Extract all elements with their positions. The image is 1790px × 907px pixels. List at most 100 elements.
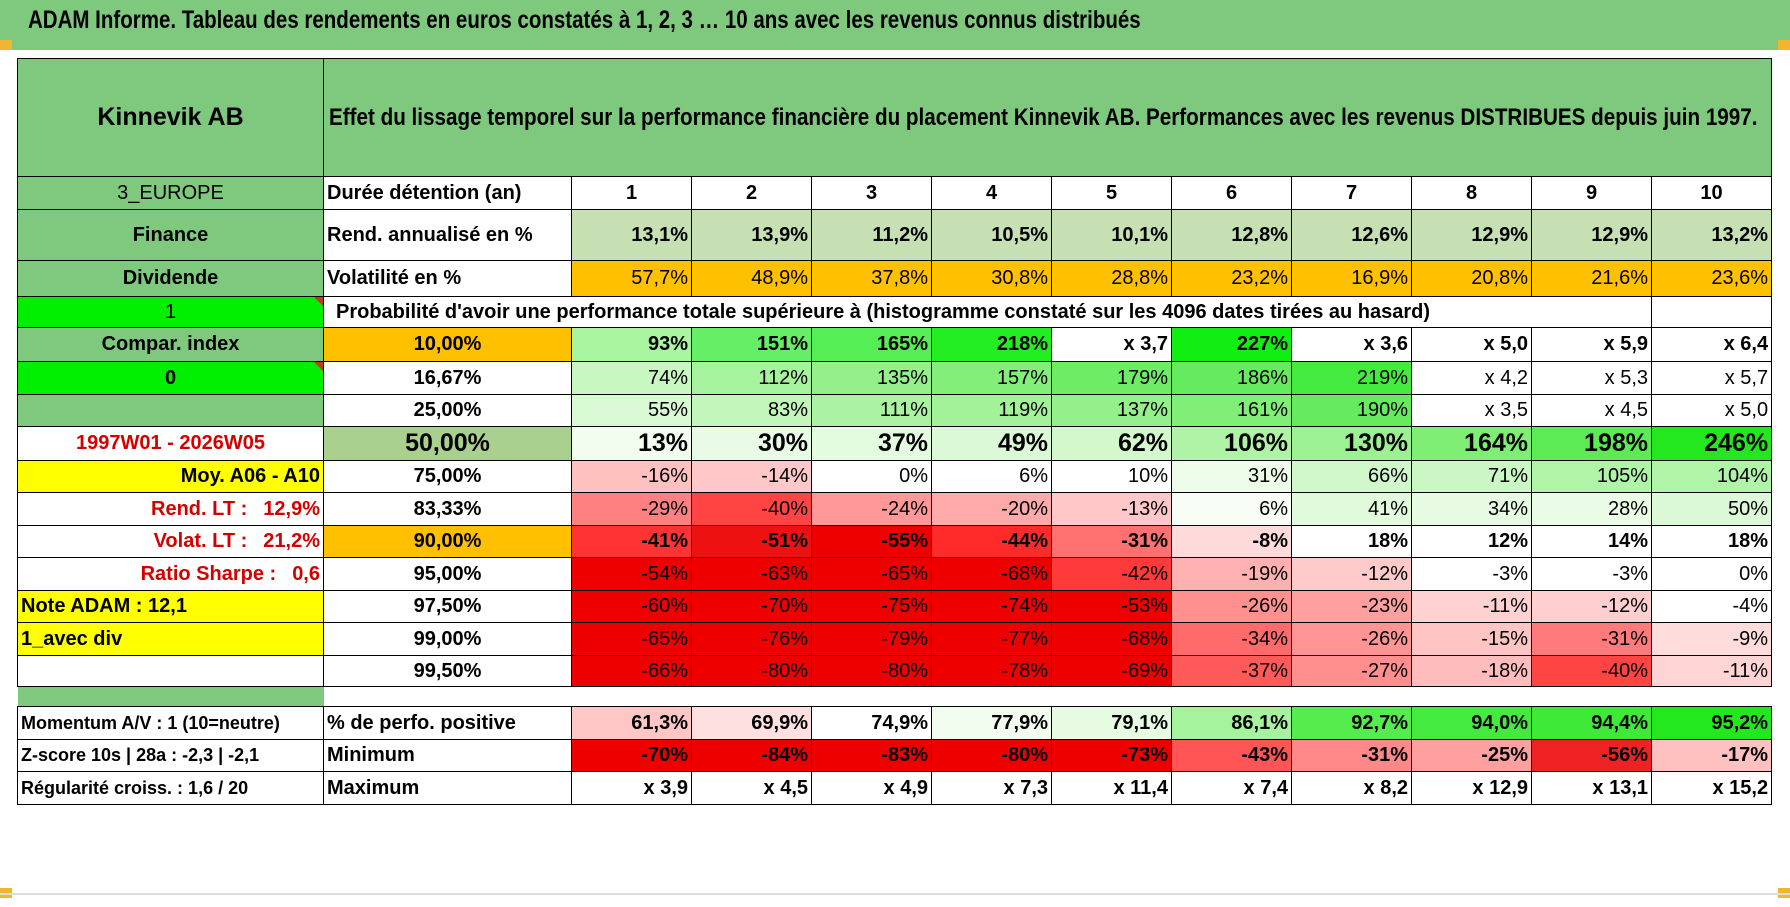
data-cell: 13,2%: [1650, 209, 1773, 261]
data-cell: 28%: [1531, 492, 1652, 526]
data-cell: 34%: [1411, 492, 1532, 526]
data-cell: x 5,0: [1650, 394, 1773, 427]
data-cell: -40%: [1531, 655, 1652, 687]
row-description: 99,00%: [323, 622, 572, 656]
table-row: Rend. LT : 12,9% 83,33% -29% -40% -24% -20% -13…: [17, 492, 1773, 526]
data-cell: 10%: [1051, 460, 1172, 493]
data-cell: 66%: [1291, 460, 1412, 493]
data-cell: 10,5%: [931, 209, 1052, 261]
data-cell: -75%: [811, 590, 932, 623]
row-description: 50,00%: [323, 426, 572, 461]
table-row: 99,50% -66% -80% -80% -78% -69% -37% -27% -18% -4…: [17, 655, 1773, 687]
data-cell: 5: [1051, 176, 1172, 210]
data-cell: x 12,9: [1411, 771, 1532, 805]
data-cell: 21,6%: [1531, 260, 1652, 297]
row-label: Note ADAM : 12,1: [17, 590, 324, 623]
data-cell: 10,1%: [1051, 209, 1172, 261]
data-cell: -11%: [1650, 655, 1773, 687]
data-cell: 37%: [811, 426, 932, 461]
data-cell: x 4,5: [691, 771, 812, 805]
data-cell: 218%: [931, 327, 1052, 362]
data-cell: 9: [1531, 176, 1652, 210]
spacer-cell: [323, 686, 1772, 707]
data-cell: 106%: [1171, 426, 1292, 461]
data-cell: -27%: [1291, 655, 1412, 687]
data-cell: 18%: [1291, 525, 1412, 558]
data-cell: 20,8%: [1411, 260, 1532, 297]
data-cell: -76%: [691, 622, 812, 656]
data-cell: -15%: [1411, 622, 1532, 656]
data-cell: 14%: [1531, 525, 1652, 558]
data-cell: 23,6%: [1650, 260, 1773, 297]
data-cell: -77%: [931, 622, 1052, 656]
row-label: Finance: [17, 209, 324, 261]
data-cell: 13,1%: [571, 209, 692, 261]
data-cell: 13%: [571, 426, 692, 461]
data-cell: 74%: [571, 361, 692, 395]
data-cell: 12,6%: [1291, 209, 1412, 261]
data-cell: -29%: [571, 492, 692, 526]
data-cell: 105%: [1531, 460, 1652, 493]
row-label-text: Ratio Sharpe :: [140, 562, 277, 585]
table-row: 3_EUROPE Durée détention (an) 1 2 3 4 5 6 7 8 9 10: [17, 176, 1773, 210]
data-cell: x 7,3: [931, 771, 1052, 805]
data-cell: -11%: [1411, 590, 1532, 623]
data-cell: 30,8%: [931, 260, 1052, 297]
row-description: 99,50%: [323, 655, 572, 687]
data-cell: -25%: [1411, 739, 1532, 772]
data-cell: 74,9%: [811, 706, 932, 740]
data-cell: 16,9%: [1291, 260, 1412, 297]
data-cell: 28,8%: [1051, 260, 1172, 297]
data-cell: x 3,5: [1411, 394, 1532, 427]
table-row: 0 16,67% 74% 112% 135% 157% 179% 186% 219% x 4,2 x…: [17, 361, 1773, 395]
page-title: ADAM Informe. Tableau des rendements en …: [28, 6, 1141, 34]
data-cell: 7: [1291, 176, 1412, 210]
row-label: 1997W01 - 2026W05: [17, 426, 324, 461]
data-cell: 61,3%: [571, 706, 692, 740]
data-cell: -69%: [1051, 655, 1172, 687]
data-cell: 12,9%: [1411, 209, 1532, 261]
data-cell: x 5,9: [1531, 327, 1652, 362]
row-label: [17, 394, 324, 427]
data-cell: -73%: [1051, 739, 1172, 772]
summary-description: Minimum: [323, 739, 572, 772]
data-cell: -60%: [571, 590, 692, 623]
row-label-value: 21,2%: [263, 530, 320, 552]
spacer-row: [17, 686, 1772, 707]
data-cell: -68%: [931, 557, 1052, 591]
summary-description: % de perfo. positive: [323, 706, 572, 740]
data-cell: x 4,9: [811, 771, 932, 805]
data-cell: 12%: [1411, 525, 1532, 558]
data-cell: x 5,0: [1411, 327, 1532, 362]
table-row: Finance Rend. annualisé en % 13,1% 13,9% 11,…: [17, 209, 1773, 261]
row-label: 1_avec div: [17, 622, 324, 656]
data-cell: -68%: [1051, 622, 1172, 656]
data-cell: 31%: [1171, 460, 1292, 493]
data-cell: x 3,7: [1051, 327, 1172, 362]
data-cell: 179%: [1051, 361, 1172, 395]
data-cell: 135%: [811, 361, 932, 395]
row-label: Dividende: [17, 260, 324, 297]
data-cell: x 7,4: [1171, 771, 1292, 805]
company-name: Kinnevik AB: [17, 58, 324, 177]
data-cell: 3: [811, 176, 932, 210]
data-cell: -3%: [1411, 557, 1532, 591]
data-cell: 71%: [1411, 460, 1532, 493]
data-cell: x 3,9: [571, 771, 692, 805]
data-cell: 10: [1650, 176, 1773, 210]
row-description: Rend. annualisé en %: [323, 209, 572, 261]
data-cell: 4: [931, 176, 1052, 210]
data-cell: 13,9%: [691, 209, 812, 261]
table-row: 1 Probabilité d'avoir une performance tot…: [17, 296, 1773, 328]
data-cell: 77,9%: [931, 706, 1052, 740]
data-cell: -12%: [1291, 557, 1412, 591]
row-description: 10,00%: [323, 327, 572, 362]
data-cell: x 8,2: [1291, 771, 1412, 805]
data-cell: -80%: [811, 655, 932, 687]
table-row: 1997W01 - 2026W05 50,00% 13% 30% 37% 49% 62% 10…: [17, 426, 1773, 461]
table-row: Ratio Sharpe :0,6 95,00% -54% -63% -65% -68% -…: [17, 557, 1773, 591]
data-cell: -16%: [571, 460, 692, 493]
data-cell: 11,2%: [811, 209, 932, 261]
data-cell: x 5,3: [1531, 361, 1652, 395]
data-cell: x 13,1: [1531, 771, 1652, 805]
